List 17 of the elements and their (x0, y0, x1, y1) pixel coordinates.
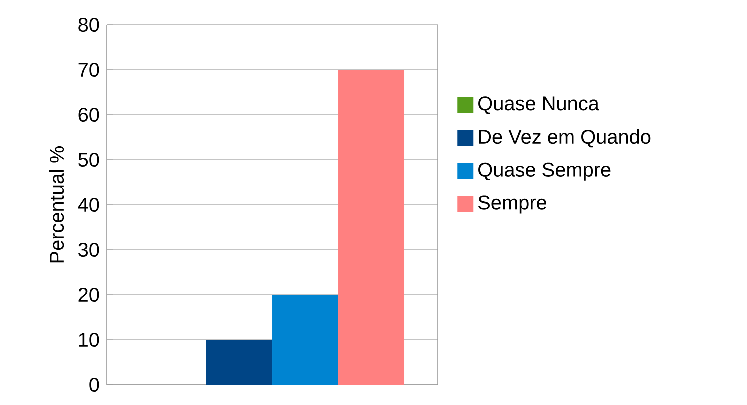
legend-label: De Vez em Quando (479, 129, 651, 148)
bar (338, 70, 405, 385)
y-tick-label: 20 (78, 288, 100, 302)
y-axis-title: Percentual % (49, 146, 64, 263)
y-tick-label: 30 (78, 242, 100, 258)
legend-label: Quase Sempre (478, 162, 611, 181)
legend-label: Quase Nunca (478, 96, 600, 114)
y-tick-label: 60 (78, 108, 100, 122)
y-tick-label: 0 (90, 378, 100, 392)
legend-label: Sempre (478, 196, 546, 214)
y-tick-label: 70 (78, 62, 100, 78)
y-tick-label: 10 (79, 332, 100, 348)
y-tick-label: 80 (78, 18, 100, 32)
y-tick-label: 50 (78, 152, 100, 168)
bar (206, 340, 272, 385)
bar (272, 295, 339, 385)
y-tick-label: 40 (78, 198, 100, 212)
